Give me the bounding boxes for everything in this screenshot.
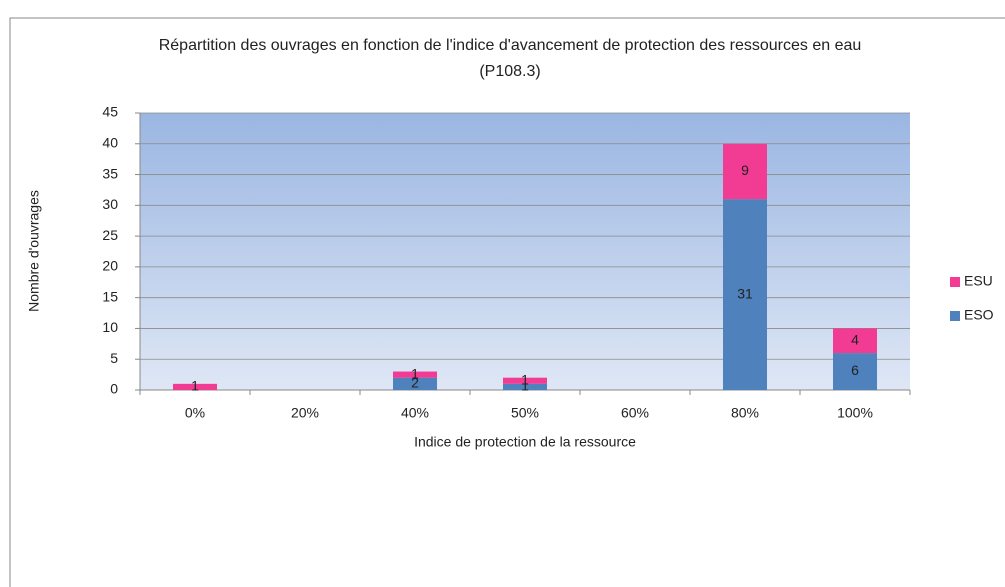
y-tick-label: 5: [110, 350, 118, 366]
chart-title: Répartition des ouvrages en fonction de …: [159, 37, 862, 54]
x-tick-label: 60%: [621, 405, 649, 421]
legend-swatch: [950, 277, 960, 287]
bar-segment: [833, 328, 877, 354]
y-tick-label: 20: [102, 258, 118, 274]
data-label: 31: [737, 285, 753, 301]
x-tick-label: 40%: [401, 405, 429, 421]
x-axis-label: Indice de protection de la ressource: [414, 434, 636, 450]
bar-segment: [833, 353, 877, 390]
data-label: 1: [521, 371, 529, 387]
y-tick-label: 40: [102, 134, 118, 150]
y-tick-label: 0: [110, 381, 118, 397]
data-label: 4: [851, 331, 859, 347]
x-tick-label: 100%: [837, 405, 873, 421]
y-tick-label: 45: [102, 104, 118, 120]
x-tick-label: 0%: [185, 405, 205, 421]
bar-segment: [393, 377, 437, 390]
y-tick-label: 25: [102, 227, 118, 243]
x-tick-label: 50%: [511, 405, 539, 421]
bar-segment: [173, 383, 217, 390]
y-axis-label: Nombre d'ouvrages: [26, 190, 42, 312]
bar-segment: [393, 371, 437, 378]
y-tick-label: 15: [102, 288, 118, 304]
legend-label: ESO: [964, 307, 994, 323]
legend-label: ESU: [964, 273, 993, 289]
x-tick-label: 80%: [731, 405, 759, 421]
bar-segment: [723, 199, 767, 390]
data-label: 6: [851, 362, 859, 378]
y-tick-label: 30: [102, 196, 118, 212]
data-label: 2: [411, 375, 419, 391]
x-tick-label: 20%: [291, 405, 319, 421]
legend-swatch: [950, 311, 960, 321]
plot-area: [140, 113, 910, 390]
data-label: 1: [191, 378, 199, 394]
bar-segment: [503, 383, 547, 390]
y-tick-label: 35: [102, 165, 118, 181]
bar-segment: [723, 143, 767, 200]
data-label: 1: [521, 378, 529, 394]
data-label: 1: [411, 365, 419, 381]
bar-segment: [503, 377, 547, 384]
data-label: 9: [741, 162, 749, 178]
y-tick-label: 10: [102, 319, 118, 335]
chart-title: (P108.3): [479, 63, 540, 80]
